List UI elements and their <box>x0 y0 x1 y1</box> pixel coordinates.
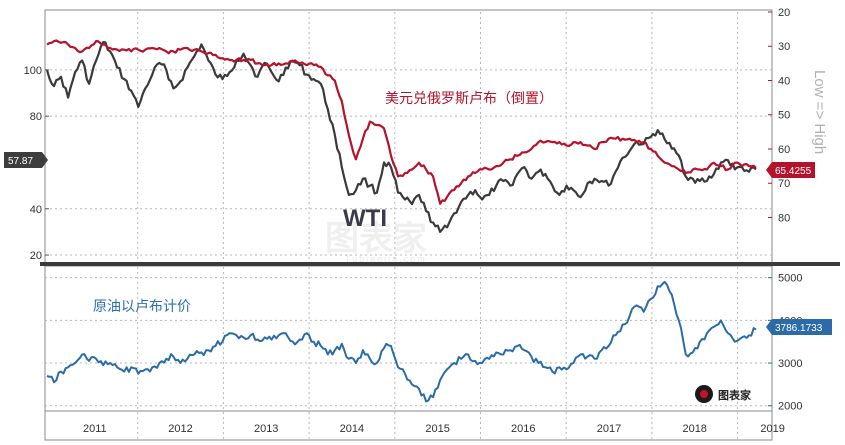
usdrub-last-value: 65.4255 <box>775 166 812 177</box>
bottom-panel-grid <box>45 277 772 407</box>
logo-text: 图表家 <box>718 388 752 402</box>
left-tick-label: 100 <box>24 65 42 77</box>
x-tick-label: 2017 <box>597 423 621 435</box>
brent-last-value: 3786.1733 <box>775 323 823 334</box>
x-tick-label: 2016 <box>511 423 535 435</box>
series-brent-rub-line <box>46 280 757 403</box>
usdrub-annotation: 美元兑俄罗斯卢布（倒置） <box>385 91 553 107</box>
right-tick-label: 60 <box>778 144 790 156</box>
watermark-sub: Tubiaojia.com <box>345 254 427 264</box>
right-tick-label: 20 <box>778 7 790 19</box>
left-axis-ticks: 20 40 80 100 <box>24 65 49 262</box>
x-axis-frame <box>44 410 773 441</box>
bottom-panel-frame <box>44 265 773 412</box>
x-tick-label: 2019 <box>760 423 784 435</box>
x-tick-label: 2018 <box>682 423 706 435</box>
bottom-tick-label: 3000 <box>778 358 802 370</box>
right-tick-label: 30 <box>778 41 790 53</box>
right-tick-label: 70 <box>778 178 790 190</box>
series-usdrub-line <box>46 39 757 205</box>
side-label: Low => High <box>811 70 828 154</box>
wti-last-value: 57.87 <box>8 156 33 167</box>
left-tick-label: 40 <box>30 204 42 216</box>
bottom-tick-label: 5000 <box>778 273 802 285</box>
bottom-right-axis-ticks: 2000300040005000 <box>768 273 802 413</box>
brent-last-badge: 3786.1733 <box>766 319 832 335</box>
watermark: 图表家 <box>325 219 427 259</box>
logo: 图表家 <box>695 385 752 403</box>
panel-divider <box>40 262 840 266</box>
usdrub-last-badge: 65.4255 <box>766 162 815 178</box>
x-tick-label: 2011 <box>83 423 107 435</box>
bottom-tick-label: 2000 <box>778 401 802 413</box>
left-tick-label: 80 <box>30 111 42 123</box>
wti-label: WTI <box>343 205 387 232</box>
year-dividers <box>137 12 739 440</box>
right-tick-label: 50 <box>778 110 790 122</box>
brent-annotation: 原油以卢布计价 <box>93 299 191 315</box>
wti-last-badge: 57.87 <box>4 152 48 168</box>
x-axis-ticks: 2011 2012 2013 2014 2015 2016 2017 2018 2019 <box>83 423 785 435</box>
x-tick-label: 2013 <box>254 423 278 435</box>
right-axis-ticks: 20 30 40 50 60 70 80 <box>768 7 790 224</box>
right-tick-label: 40 <box>778 75 790 87</box>
x-tick-label: 2015 <box>425 423 449 435</box>
left-tick-label: 20 <box>30 250 42 262</box>
right-tick-label: 80 <box>778 212 790 224</box>
x-tick-label: 2014 <box>340 423 364 435</box>
series-wti-line <box>45 41 757 233</box>
x-tick-label: 2012 <box>168 423 192 435</box>
